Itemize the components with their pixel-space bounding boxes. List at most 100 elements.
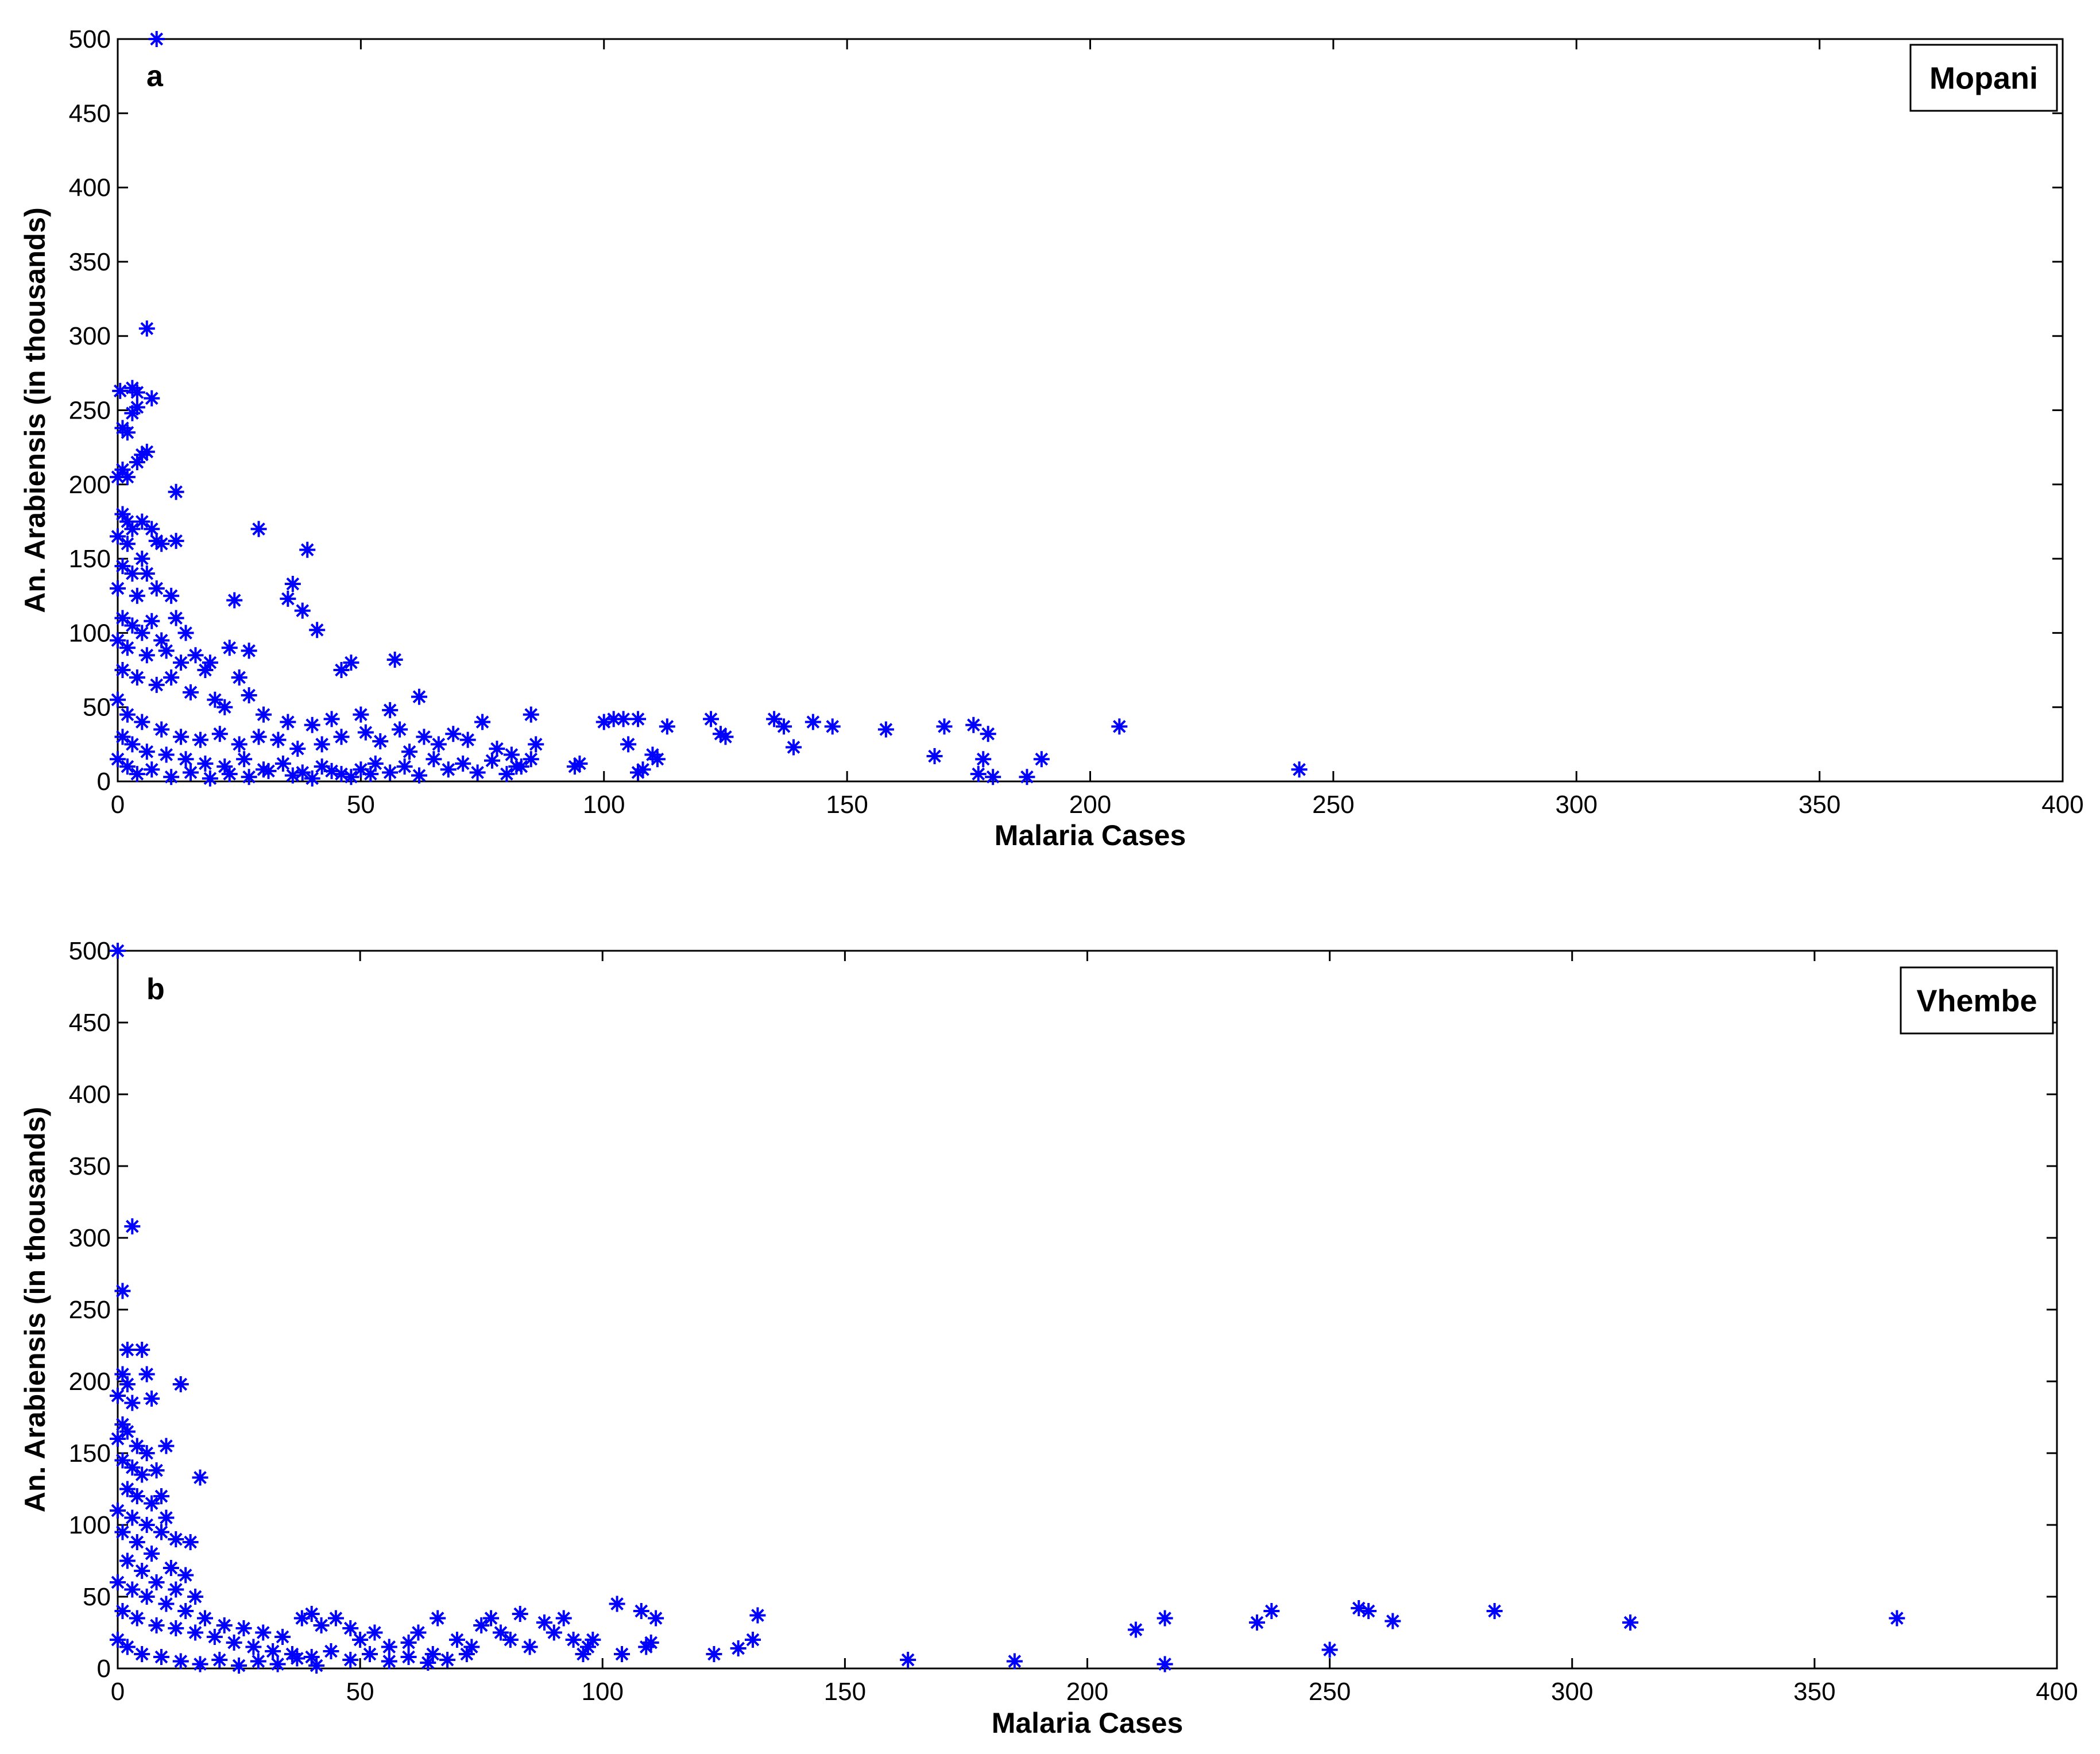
data-point <box>250 729 267 745</box>
data-point <box>585 1632 601 1648</box>
data-point <box>231 1658 247 1674</box>
data-point <box>571 755 588 772</box>
data-point <box>110 1431 126 1447</box>
data-point <box>362 1646 378 1662</box>
data-point <box>158 1509 175 1526</box>
data-point <box>439 1652 456 1668</box>
data-point <box>177 1567 194 1583</box>
data-point <box>114 1283 131 1299</box>
data-point <box>400 1635 417 1651</box>
data-point <box>712 726 729 742</box>
y-tick-label: 250 <box>69 397 111 425</box>
data-point <box>1486 1603 1503 1619</box>
data-point <box>168 1531 184 1547</box>
data-point <box>474 714 491 730</box>
data-point <box>448 1632 465 1648</box>
x-tick-label: 300 <box>1556 791 1598 819</box>
data-point <box>309 622 326 638</box>
data-point <box>114 506 131 522</box>
data-point <box>985 769 1001 785</box>
data-point <box>119 1639 136 1655</box>
data-point <box>148 1617 165 1633</box>
data-point <box>926 748 943 765</box>
data-point <box>430 1610 446 1627</box>
y-tick-label: 350 <box>69 248 111 276</box>
data-point <box>138 565 155 582</box>
data-point <box>187 647 204 664</box>
data-point <box>528 736 544 753</box>
data-point <box>119 513 136 530</box>
y-axis-title: An. Arabiensis (in thousands) <box>19 1107 51 1513</box>
x-tick-label: 0 <box>111 1678 125 1706</box>
data-point <box>615 711 632 727</box>
x-tick-label: 200 <box>1066 1678 1108 1706</box>
data-point <box>119 706 136 723</box>
data-point <box>138 1445 155 1461</box>
data-point <box>489 741 505 757</box>
data-point <box>119 1481 136 1497</box>
x-tick-label: 400 <box>2036 1678 2078 1706</box>
data-point <box>129 1488 145 1504</box>
data-point <box>144 521 160 537</box>
data-point <box>579 1639 596 1655</box>
data-point <box>521 1639 538 1655</box>
data-point <box>362 766 379 783</box>
data-point <box>241 687 257 704</box>
data-point <box>114 1603 131 1619</box>
data-point <box>400 1649 417 1665</box>
data-point <box>1111 718 1128 735</box>
data-point <box>614 1646 631 1662</box>
y-tick-label: 50 <box>83 1583 111 1611</box>
y-tick-label: 350 <box>69 1152 111 1180</box>
data-point <box>1248 1614 1265 1631</box>
data-point <box>970 766 987 783</box>
data-point <box>260 762 277 779</box>
data-point <box>192 731 208 748</box>
data-point <box>294 602 311 619</box>
data-point <box>382 702 399 718</box>
data-point <box>192 1656 208 1672</box>
data-point <box>114 1524 131 1540</box>
data-point <box>269 1656 286 1672</box>
data-point <box>134 551 150 567</box>
data-point <box>114 610 131 626</box>
y-tick-label: 0 <box>97 768 111 796</box>
data-point <box>138 744 155 760</box>
data-point <box>241 769 257 785</box>
data-point <box>458 1646 475 1662</box>
data-point <box>323 762 340 779</box>
data-point <box>129 1438 145 1454</box>
x-tick-label: 50 <box>346 1678 374 1706</box>
data-point <box>805 714 821 730</box>
data-point <box>744 1632 761 1648</box>
data-point <box>1127 1621 1144 1638</box>
data-point <box>546 1624 562 1641</box>
data-point <box>265 1643 281 1659</box>
legend-box <box>1900 966 2054 1035</box>
data-point <box>270 731 287 748</box>
data-point <box>303 1606 320 1622</box>
y-tick-label: 150 <box>69 545 111 573</box>
data-point <box>313 1617 330 1633</box>
data-point <box>473 1617 490 1633</box>
data-point <box>119 1376 136 1392</box>
data-point <box>206 1629 223 1645</box>
data-point <box>177 625 194 641</box>
data-point <box>177 751 194 768</box>
data-point <box>110 528 126 545</box>
data-point <box>173 655 189 671</box>
y-tick-label: 250 <box>69 1296 111 1324</box>
data-point <box>124 1395 141 1411</box>
data-point <box>153 632 170 649</box>
data-point <box>163 769 180 785</box>
data-point <box>483 1610 500 1627</box>
data-point <box>293 1610 310 1627</box>
series-markers <box>110 31 1308 787</box>
y-tick-label: 400 <box>69 1081 111 1109</box>
data-point <box>119 468 136 485</box>
data-point <box>134 447 150 463</box>
data-point <box>357 724 374 741</box>
y-tick-label: 200 <box>69 471 111 499</box>
data-point <box>824 718 841 735</box>
data-point <box>124 1581 141 1598</box>
